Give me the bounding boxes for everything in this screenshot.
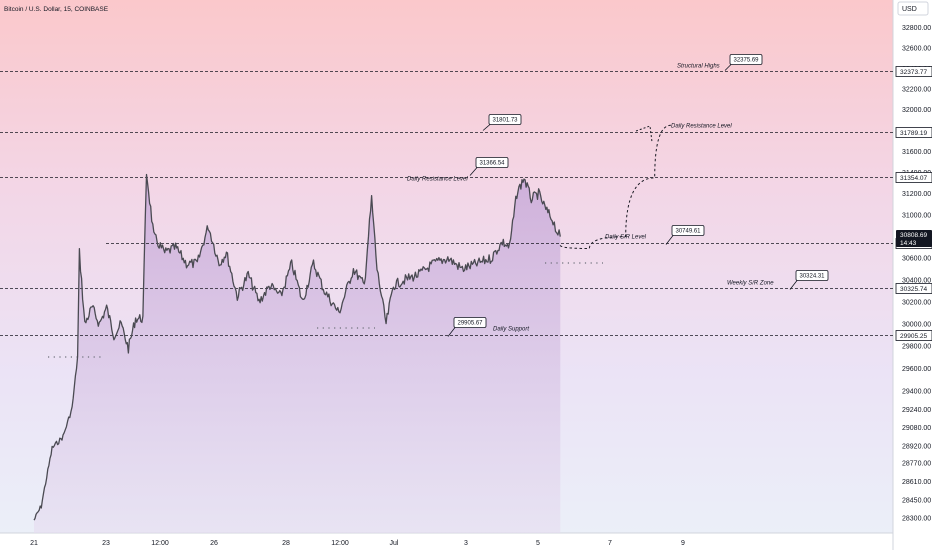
y-tick-label: 30000.00 [902, 322, 931, 329]
price-area-fill [34, 174, 561, 533]
current-price-label: 30808.69 14:43 [896, 230, 932, 247]
price-badge [729, 54, 763, 65]
badge-pointer [724, 64, 732, 71]
currency-button[interactable]: USD [897, 1, 929, 16]
x-tick-label: 3 [464, 540, 468, 547]
y-tick-label: 29400.00 [902, 389, 931, 396]
y-tick-label: 29600.00 [902, 366, 931, 373]
price-badge [453, 317, 487, 328]
svg-text:USD: USD [902, 6, 917, 13]
x-tick-label: Jul [390, 540, 399, 547]
x-tick-label: 26 [210, 540, 218, 547]
y-tick-label: 28300.00 [902, 515, 931, 522]
axis-level-label: 30325.74 [900, 286, 927, 293]
axis-level-label: 29905.25 [900, 333, 927, 340]
x-tick-label: 28 [282, 540, 290, 547]
price-badge [795, 270, 829, 281]
axis-level-label: 32373.77 [900, 69, 927, 76]
level-label: Weekly S/R Zone [727, 281, 774, 287]
y-tick-label: 31000.00 [902, 213, 931, 220]
y-tick-label: 30600.00 [902, 256, 931, 263]
price-line [33, 173, 561, 521]
y-tick-label: 28450.00 [902, 498, 931, 505]
axis-level-box [895, 66, 932, 77]
price-badge-text: 32375.69 [733, 58, 759, 64]
x-axis-ticks: 21 23 12:00 26 28 12:00 Jul 3 5 7 9 [30, 540, 685, 547]
x-tick-label: 5 [536, 540, 540, 547]
price-badge-text: 30324.31 [799, 274, 825, 280]
y-tick-label: 32200.00 [902, 86, 931, 93]
y-tick-label: 29800.00 [902, 344, 931, 351]
y-tick-label: 29080.00 [902, 425, 931, 432]
price-badge [671, 225, 705, 236]
price-axis-background [893, 0, 932, 550]
x-tick-label: 12:00 [331, 540, 349, 547]
forecast-arrow-path [559, 124, 672, 250]
y-tick-label: 28920.00 [902, 443, 931, 450]
svg-text:14:43: 14:43 [900, 240, 917, 247]
x-tick-label: 7 [608, 540, 612, 547]
level-label: Daily Resistance Level [407, 177, 468, 183]
y-tick-label: 30400.00 [902, 277, 931, 284]
x-tick-label: 23 [102, 540, 110, 547]
price-badge-text: 31366.54 [479, 161, 505, 167]
level-label: Daily S/R Level [605, 235, 647, 241]
axis-level-box [895, 172, 932, 183]
price-badge [488, 114, 522, 125]
svg-text:30808.69: 30808.69 [900, 232, 927, 239]
level-label: Structural Highs [677, 64, 720, 70]
x-tick-label: 9 [681, 540, 685, 547]
axis-level-label: 31354.07 [900, 175, 927, 182]
price-badge-text: 29905.67 [457, 321, 483, 327]
price-badge [475, 157, 509, 168]
dotted-marks [48, 262, 603, 358]
axis-level-box [895, 127, 932, 138]
badge-pointer [447, 327, 456, 337]
y-tick-label: 30200.00 [902, 299, 931, 306]
axis-level-box [895, 330, 932, 341]
y-tick-label: 32600.00 [902, 45, 931, 52]
chart-title: Bitcoin / U.S. Dollar, 15, COINBASE [4, 6, 109, 13]
axis-level-label: 31789.19 [900, 130, 927, 137]
x-tick-label: 12:00 [151, 540, 169, 547]
y-tick-label: 28770.00 [902, 461, 931, 468]
y-tick-label: 31200.00 [902, 191, 931, 198]
y-tick-label: 28610.00 [902, 479, 931, 486]
time-axis-background [0, 533, 893, 550]
badge-pointer [665, 235, 674, 245]
badge-pointer [789, 280, 798, 290]
badge-pointer [482, 124, 491, 131]
y-tick-label: 32800.00 [902, 25, 931, 32]
level-lines [0, 71, 893, 336]
badge-pointer [469, 167, 478, 176]
y-tick-label: 29240.00 [902, 407, 931, 414]
price-badge-text: 31801.73 [492, 118, 518, 124]
annotations: Structural Highs 32375.69 Daily Resistance… [407, 54, 829, 337]
level-label: Daily Support [493, 327, 529, 333]
x-tick-label: 21 [30, 540, 38, 547]
axis-level-box [895, 283, 932, 294]
y-tick-label: 32000.00 [902, 107, 931, 114]
price-badge-text: 30749.61 [675, 229, 701, 235]
y-tick-label: 31600.00 [902, 149, 931, 156]
forecast-arrowhead [635, 125, 653, 143]
level-label: Daily Resistance Level [671, 124, 732, 130]
